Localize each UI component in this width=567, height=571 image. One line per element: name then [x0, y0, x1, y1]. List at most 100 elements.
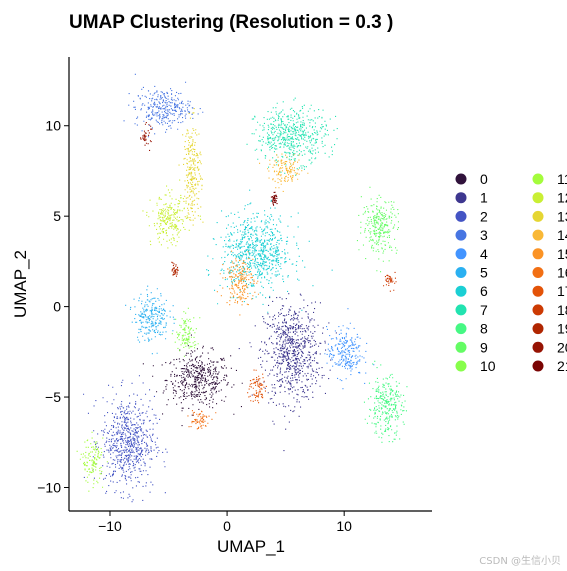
- cluster-3-points: [123, 73, 204, 138]
- legend-swatch-12: [532, 192, 544, 204]
- legend-label-1: 1: [480, 190, 488, 206]
- cluster-7-dots: [246, 97, 338, 176]
- cluster-17-points: [247, 369, 267, 404]
- y-tick-label: −5: [45, 389, 61, 405]
- cluster-2-dots: [83, 375, 168, 503]
- legend-label-3: 3: [480, 227, 488, 243]
- legend-label-20: 20: [557, 339, 567, 355]
- cluster-8-points: [363, 360, 408, 443]
- legend-label-2: 2: [480, 208, 488, 224]
- cluster-6-points: [206, 189, 333, 313]
- legend-swatch-10: [455, 360, 467, 372]
- legend-label-9: 9: [480, 339, 488, 355]
- legend-label-7: 7: [480, 302, 488, 318]
- cluster-0-points: [142, 334, 243, 427]
- legend-label-14: 14: [557, 227, 567, 243]
- cluster-20-points: [140, 122, 153, 151]
- legend-swatch-9: [455, 341, 467, 353]
- legend-swatch-13: [532, 210, 544, 222]
- cluster-4-dots: [324, 308, 375, 390]
- chart-title: UMAP Clustering (Resolution = 0.3 ): [69, 12, 393, 33]
- legend-label-18: 18: [557, 302, 567, 318]
- x-tick-label: 0: [223, 518, 231, 534]
- cluster-19-dots: [171, 261, 179, 277]
- legend-label-8: 8: [480, 321, 488, 337]
- cluster-4-points: [324, 308, 375, 390]
- x-axis-title: UMAP_1: [217, 537, 285, 556]
- cluster-5-points: [125, 285, 175, 355]
- legend-swatch-11: [532, 173, 544, 185]
- y-tick-label: 5: [53, 208, 61, 224]
- cluster-0-dots: [142, 334, 243, 427]
- cluster-6-dots: [206, 189, 333, 313]
- points-layer: [76, 73, 408, 503]
- y-tick-label: 0: [53, 299, 61, 315]
- x-axis-ticks: −10 0 10: [98, 511, 352, 534]
- cluster-17-dots: [247, 369, 267, 404]
- legend-label-11: 11: [557, 171, 567, 187]
- legend-swatch-15: [532, 248, 544, 260]
- legend-swatch-1: [455, 192, 467, 204]
- legend-label-16: 16: [557, 265, 567, 281]
- cluster-9-points: [356, 186, 399, 273]
- cluster-14-points: [259, 153, 309, 192]
- cluster-2-points: [83, 375, 168, 503]
- cluster-19-points: [171, 261, 179, 277]
- cluster-18-points: [383, 271, 397, 292]
- cluster-16-dots: [187, 410, 217, 430]
- watermark: CSDN @生信小贝: [479, 556, 561, 567]
- legend-label-19: 19: [557, 321, 567, 337]
- cluster-16-points: [187, 410, 217, 430]
- y-axis-title: UMAP_2: [11, 250, 30, 318]
- x-tick-label: −10: [98, 518, 122, 534]
- cluster-7-points: [246, 97, 338, 176]
- x-tick-label: 10: [336, 518, 352, 534]
- legend-swatch-4: [455, 248, 467, 260]
- cluster-11-points: [76, 431, 108, 492]
- legend-label-0: 0: [480, 171, 488, 187]
- cluster-14-dots: [259, 153, 309, 192]
- legend-swatch-0: [455, 173, 467, 185]
- cluster-1-points: [238, 293, 337, 452]
- legend-swatch-20: [532, 341, 544, 353]
- y-axis-ticks: −10 −5 0 5 10: [37, 118, 69, 495]
- legend-label-17: 17: [557, 283, 567, 299]
- cluster-12-points: [142, 179, 202, 249]
- legend-label-15: 15: [557, 246, 567, 262]
- legend-label-5: 5: [480, 265, 488, 281]
- cluster-13-dots: [178, 108, 204, 226]
- cluster-10-dots: [171, 307, 201, 357]
- cluster-9-dots: [356, 186, 399, 273]
- legend-label-10: 10: [480, 358, 496, 374]
- cluster-13-points: [178, 108, 204, 226]
- cluster-11-dots: [76, 431, 108, 492]
- cluster-20-dots: [140, 122, 153, 151]
- cluster-21-points: [270, 191, 278, 206]
- legend-swatch-5: [455, 267, 467, 278]
- y-tick-label: 10: [45, 118, 61, 134]
- legend-swatch-7: [455, 304, 467, 316]
- legend-swatch-14: [532, 229, 544, 241]
- cluster-12-dots: [142, 179, 202, 249]
- cluster-18-dots: [383, 271, 397, 292]
- legend-swatch-19: [532, 323, 544, 335]
- legend-label-13: 13: [557, 208, 567, 224]
- cluster-15-points: [216, 250, 259, 316]
- cluster-3-dots: [123, 73, 204, 138]
- legend-label-4: 4: [480, 246, 488, 262]
- legend-swatch-3: [455, 229, 467, 241]
- cluster-21-dots: [270, 191, 278, 206]
- y-tick-label: −10: [37, 479, 61, 495]
- legend-label-12: 12: [557, 190, 567, 206]
- legend-swatch-8: [455, 323, 467, 335]
- legend-label-21: 21: [557, 358, 567, 374]
- legend-label-6: 6: [480, 283, 488, 299]
- cluster-5-dots: [125, 285, 175, 355]
- legend: 0123456789101112131415161718192021: [455, 171, 567, 374]
- legend-swatch-21: [532, 360, 544, 372]
- cluster-1-dots: [238, 293, 337, 452]
- cluster-15-dots: [216, 250, 259, 316]
- legend-swatch-18: [532, 304, 544, 316]
- legend-swatch-2: [455, 210, 467, 222]
